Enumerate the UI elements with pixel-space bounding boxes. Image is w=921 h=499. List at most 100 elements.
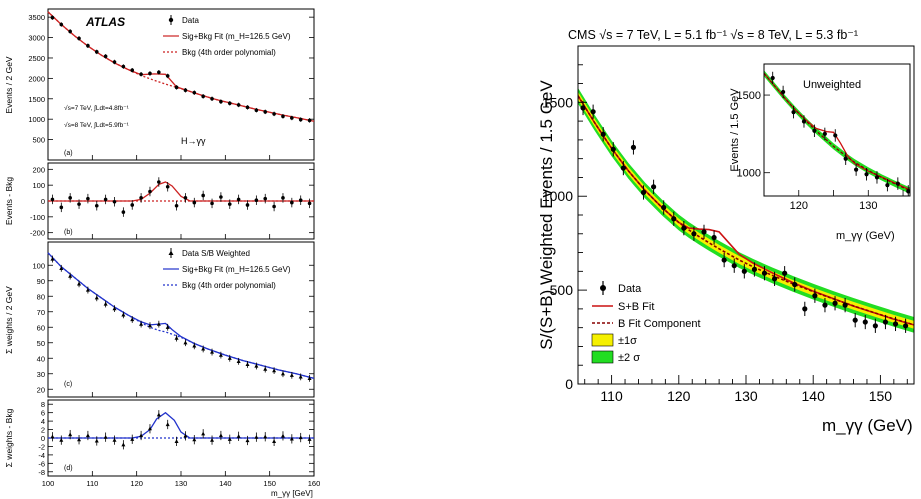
atlas-ytick-label: -2 xyxy=(38,442,45,451)
cms-inset-plot-area xyxy=(764,70,910,196)
cms-data-point xyxy=(620,165,626,171)
atlas-data-point xyxy=(227,437,232,441)
cms-data-point xyxy=(701,229,707,235)
atlas-data-point xyxy=(272,204,276,209)
cms-2sigma-band xyxy=(578,87,914,333)
cms-ytick-label: 0 xyxy=(565,376,573,392)
atlas-data-point xyxy=(121,312,126,317)
atlas-data-point xyxy=(254,363,259,368)
legend-bkg-blue-label: Bkg (4th order polynomial) xyxy=(182,281,276,290)
legend-weighted-marker xyxy=(168,250,174,255)
atlas-data-point xyxy=(201,431,206,436)
cms-inset-frame xyxy=(763,63,911,197)
atlas-data-point xyxy=(130,68,135,73)
cms-legend-2sigma-label: ±2 σ xyxy=(618,352,640,364)
cms-legend-2sigma-swatch xyxy=(591,350,614,364)
atlas-data-point xyxy=(210,201,214,206)
legend-data-label: Data xyxy=(182,16,199,25)
atlas-sigbkg-fit-curve xyxy=(47,252,315,380)
cms-xtick-label: 140 xyxy=(802,388,826,404)
atlas-data-point xyxy=(263,434,268,439)
atlas-panel-b: Events - Bkg (b) -200 -100 0 100 200 xyxy=(4,162,315,240)
cms-data-point xyxy=(731,263,737,269)
atlas-data-point xyxy=(59,22,64,27)
atlas-data-point xyxy=(50,15,55,20)
atlas-data-point xyxy=(201,346,206,351)
atlas-data-point xyxy=(201,193,205,198)
atlas-data-point xyxy=(68,432,73,437)
atlas-data-point xyxy=(245,203,250,207)
cms-legend: Data S+B Fit B Fit Component ±1σ ±2 σ xyxy=(591,281,701,364)
atlas-ytick-label: 2000 xyxy=(28,74,45,83)
atlas-data-point xyxy=(50,197,55,202)
cms-ytick-label: 500 xyxy=(550,282,574,298)
cms-data-point xyxy=(681,225,687,231)
cms-data-point xyxy=(771,276,778,282)
atlas-data-point xyxy=(103,197,108,202)
atlas-data-point xyxy=(183,340,188,345)
atlas-data-point xyxy=(227,202,232,206)
cms-inset-ytick-label: 1500 xyxy=(737,90,761,102)
atlas-data-point xyxy=(103,54,108,59)
atlas-data-point xyxy=(174,439,179,443)
cms-data-point xyxy=(721,257,727,263)
cms-data-point xyxy=(691,231,697,237)
atlas-data-point xyxy=(201,94,205,99)
cms-data-point xyxy=(812,293,818,299)
atlas-data-point xyxy=(290,116,294,120)
atlas-figure: Events / 2 GeV ATLAS Data Sig+Bkg Fit (m… xyxy=(4,8,321,498)
atlas-data-point xyxy=(157,180,161,184)
atlas-panel-a: Events / 2 GeV ATLAS Data Sig+Bkg Fit (m… xyxy=(4,8,315,161)
cms-inset-data-point xyxy=(822,131,827,136)
atlas-data-point xyxy=(50,434,55,439)
cms-data-point xyxy=(580,105,586,111)
atlas-data-point xyxy=(272,112,276,116)
atlas-ytick-label: 100 xyxy=(32,261,45,270)
cms-data-point xyxy=(590,109,596,115)
atlas-xtick-label: 160 xyxy=(308,479,321,488)
atlas-data-point xyxy=(77,36,81,41)
atlas-data-point xyxy=(263,366,268,371)
atlas-ytick-label: 50 xyxy=(37,339,45,348)
legend-sigbkg-label: Sig+Bkg Fit (m_H=126.5 GeV) xyxy=(182,32,291,41)
atlas-data-point xyxy=(85,433,90,438)
atlas-data-point xyxy=(85,287,90,292)
atlas-data-point xyxy=(165,325,170,329)
atlas-data-point xyxy=(156,412,161,417)
atlas-experiment-label: ATLAS xyxy=(85,15,125,29)
legend-sigbkg-blue-label: Sig+Bkg Fit (m_H=126.5 GeV) xyxy=(182,265,291,274)
atlas-data-point xyxy=(68,29,72,34)
atlas-data-point xyxy=(103,301,108,306)
atlas-ytick-label: 0 xyxy=(41,197,45,206)
cms-data-point xyxy=(661,204,667,211)
atlas-data-point xyxy=(50,256,55,261)
atlas-data-point xyxy=(289,436,294,441)
atlas-data-point xyxy=(192,90,197,95)
atlas-panel-b-ylabel: Events - Bkg xyxy=(4,177,14,225)
atlas-panel-a-legend: Data Sig+Bkg Fit (m_H=126.5 GeV) Bkg (4t… xyxy=(163,15,291,57)
cms-legend-sb-label: S+B Fit xyxy=(618,301,654,313)
cms-xtick-label: 150 xyxy=(869,388,893,404)
atlas-ytick-label: -6 xyxy=(38,459,45,468)
atlas-data-point xyxy=(263,196,268,201)
cms-data-point xyxy=(832,300,838,306)
atlas-data-point xyxy=(77,281,82,286)
cms-data-point xyxy=(671,216,677,222)
atlas-annotation-7tev: √s=7 TeV, ∫Ldt=4.8fb⁻¹ xyxy=(64,104,130,112)
atlas-data-point xyxy=(156,321,161,326)
atlas-xtick-label: 110 xyxy=(86,479,98,488)
cms-inset-data-point xyxy=(895,181,900,186)
cms-legend-1sigma-swatch xyxy=(591,333,614,347)
atlas-data-point xyxy=(192,437,197,442)
atlas-data-point xyxy=(121,64,126,69)
atlas-ytick-label: 20 xyxy=(37,385,45,394)
atlas-data-point xyxy=(298,117,303,122)
atlas-ytick-label: 0 xyxy=(41,434,45,443)
cms-legend-data-label: Data xyxy=(618,283,642,295)
atlas-ytick-label: 6 xyxy=(41,409,45,418)
cms-legend-bfit-label: B Fit Component xyxy=(618,318,701,330)
atlas-data-point xyxy=(148,189,152,194)
cms-data-point xyxy=(892,321,899,327)
atlas-data-point xyxy=(121,442,126,447)
